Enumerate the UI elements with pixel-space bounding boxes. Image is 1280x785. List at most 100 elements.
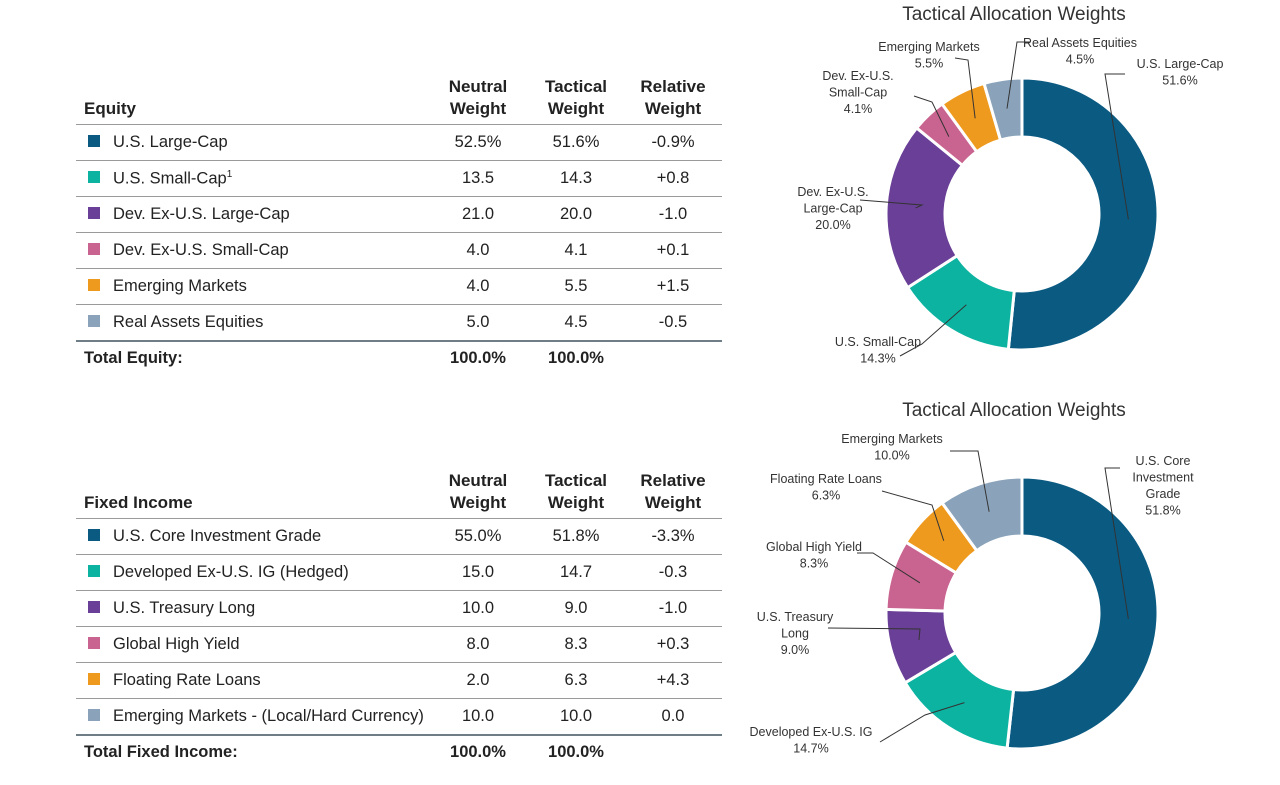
donut-slice (1006, 76, 1160, 352)
neutral-weight-cell: 10.0 (428, 698, 528, 736)
relative-weight-header: Relative Weight (624, 70, 722, 125)
relative-weight-cell: +4.3 (624, 662, 722, 699)
leader-line (1006, 41, 1030, 109)
row-label: Emerging Markets - (Local/Hard Currency) (113, 707, 424, 725)
tactical-weight-cell: 9.0 (528, 590, 624, 627)
tactical-weight-cell: 6.3 (528, 662, 624, 699)
neutral-weight-cell: 15.0 (428, 554, 528, 591)
footnote-marker: 1 (226, 168, 233, 180)
row-label: Dev. Ex-U.S. Large-Cap (113, 205, 290, 223)
row-label: U.S. Large-Cap (113, 133, 228, 151)
total-row: Total Fixed Income: 100.0% 100.0% (76, 735, 722, 769)
row-label: Real Assets Equities (113, 313, 264, 331)
tactical-weight-cell: 14.7 (528, 554, 624, 591)
slice-label: U.S. Small-Cap 14.3% (835, 335, 921, 366)
leader-line (1104, 73, 1129, 220)
row-label: Global High Yield (113, 635, 240, 653)
tactical-weight-cell: 20.0 (528, 196, 624, 233)
row-label: U.S. Treasury Long (113, 599, 256, 617)
row-label: Developed Ex-U.S. IG (Hedged) (113, 563, 349, 581)
donut-slice (1005, 475, 1160, 751)
relative-weight-cell: 0.0 (624, 698, 722, 736)
slice-label: Dev. Ex-U.S. Large-Cap 20.0% (797, 185, 868, 232)
slice-label: U.S. Core Investment Grade 51.8% (1132, 454, 1194, 518)
total-row: Total Equity: 100.0% 100.0% (76, 341, 722, 375)
table-row: Developed Ex-U.S. IG (Hedged) 15.0 14.7 … (76, 554, 722, 591)
leader-line (950, 450, 990, 512)
legend-swatch (88, 243, 100, 255)
tactical-weight-header: Tactical Weight (528, 464, 624, 519)
tactical-weight-header: Tactical Weight (528, 70, 624, 125)
leader-line (827, 627, 921, 640)
neutral-weight-cell: 8.0 (428, 626, 528, 663)
total-tactical: 100.0% (548, 349, 604, 367)
row-label: Dev. Ex-U.S. Small-Cap (113, 241, 289, 259)
table-row: U.S. Small-Cap1 13.5 14.3 +0.8 (76, 160, 722, 197)
relative-weight-cell: -1.0 (624, 590, 722, 627)
tactical-weight-cell: 8.3 (528, 626, 624, 663)
neutral-weight-header: Neutral Weight (428, 464, 528, 519)
legend-swatch (88, 279, 100, 291)
tactical-weight-cell: 4.5 (528, 304, 624, 342)
fixed-income-section-heading: Fixed Income (76, 464, 428, 519)
relative-weight-cell: +0.3 (624, 626, 722, 663)
leader-line (913, 95, 950, 137)
neutral-weight-cell: 52.5% (428, 124, 528, 161)
relative-weight-cell: -0.5 (624, 304, 722, 342)
leader-line (1104, 467, 1129, 619)
table-row: Global High Yield 8.0 8.3 +0.3 (76, 626, 722, 663)
leader-line (857, 552, 921, 584)
leader-line (899, 304, 967, 357)
legend-swatch (88, 601, 100, 613)
row-label: U.S. Core Investment Grade (113, 527, 322, 545)
tactical-weight-cell: 4.1 (528, 232, 624, 269)
slice-label: U.S. Large-Cap 51.6% (1137, 57, 1224, 88)
legend-swatch (88, 207, 100, 219)
total-tactical: 100.0% (548, 743, 604, 761)
legend-swatch (88, 315, 100, 327)
legend-swatch (88, 673, 100, 685)
row-label: Floating Rate Loans (113, 671, 261, 689)
neutral-weight-cell: 55.0% (428, 518, 528, 555)
donut-slice (982, 76, 1024, 142)
legend-swatch (88, 565, 100, 577)
table-row: Dev. Ex-U.S. Large-Cap 21.0 20.0 -1.0 (76, 196, 722, 233)
table-row: Real Assets Equities 5.0 4.5 -0.5 (76, 304, 722, 342)
neutral-weight-cell: 4.0 (428, 268, 528, 305)
leader-line (954, 57, 976, 119)
fixed-income-header-row: Fixed Income Neutral Weight Tactical Weigh… (76, 464, 722, 519)
relative-weight-cell: +0.8 (624, 160, 722, 197)
slice-label: Floating Rate Loans 6.3% (770, 472, 882, 503)
table-row: Emerging Markets - (Local/Hard Currency)… (76, 698, 722, 736)
neutral-weight-cell: 10.0 (428, 590, 528, 627)
leader-line (859, 199, 924, 209)
table-row: U.S. Treasury Long 10.0 9.0 -1.0 (76, 590, 722, 627)
fixed-income-donut-chart: U.S. Core Investment Grade 51.8% Developed E… (750, 432, 1195, 756)
slice-label: Emerging Markets 5.5% (878, 40, 979, 71)
tactical-weight-cell: 10.0 (528, 698, 624, 736)
neutral-weight-cell: 21.0 (428, 196, 528, 233)
fixed-income-table: Fixed Income Neutral Weight Tactical Weigh… (76, 464, 722, 769)
total-label: Total Equity: (84, 349, 183, 367)
tactical-weight-cell: 5.5 (528, 268, 624, 305)
equity-donut-chart: U.S. Large-Cap 51.6% U.S. Small-Cap 14.3% De… (797, 36, 1224, 366)
relative-weight-cell: -1.0 (624, 196, 722, 233)
neutral-weight-cell: 2.0 (428, 662, 528, 699)
slice-label: Global High Yield 8.3% (766, 540, 862, 571)
legend-swatch (88, 637, 100, 649)
row-label: Emerging Markets (113, 277, 247, 295)
neutral-weight-cell: 5.0 (428, 304, 528, 342)
row-label: U.S. Small-Cap (113, 169, 227, 188)
slice-label: Emerging Markets 10.0% (841, 432, 942, 463)
table-row: U.S. Core Investment Grade 55.0% 51.8% -… (76, 518, 722, 555)
table-row: Dev. Ex-U.S. Small-Cap 4.0 4.1 +0.1 (76, 232, 722, 269)
leader-line (879, 702, 965, 743)
neutral-weight-header: Neutral Weight (428, 70, 528, 125)
tactical-weight-cell: 14.3 (528, 160, 624, 197)
fixed-income-chart-title: Tactical Allocation Weights (902, 400, 1126, 421)
total-neutral: 100.0% (450, 349, 506, 367)
fixed-income-table-panel: Fixed Income Neutral Weight Tactical Weigh… (76, 464, 722, 769)
neutral-weight-cell: 4.0 (428, 232, 528, 269)
relative-weight-cell: -3.3% (624, 518, 722, 555)
legend-swatch (88, 709, 100, 721)
